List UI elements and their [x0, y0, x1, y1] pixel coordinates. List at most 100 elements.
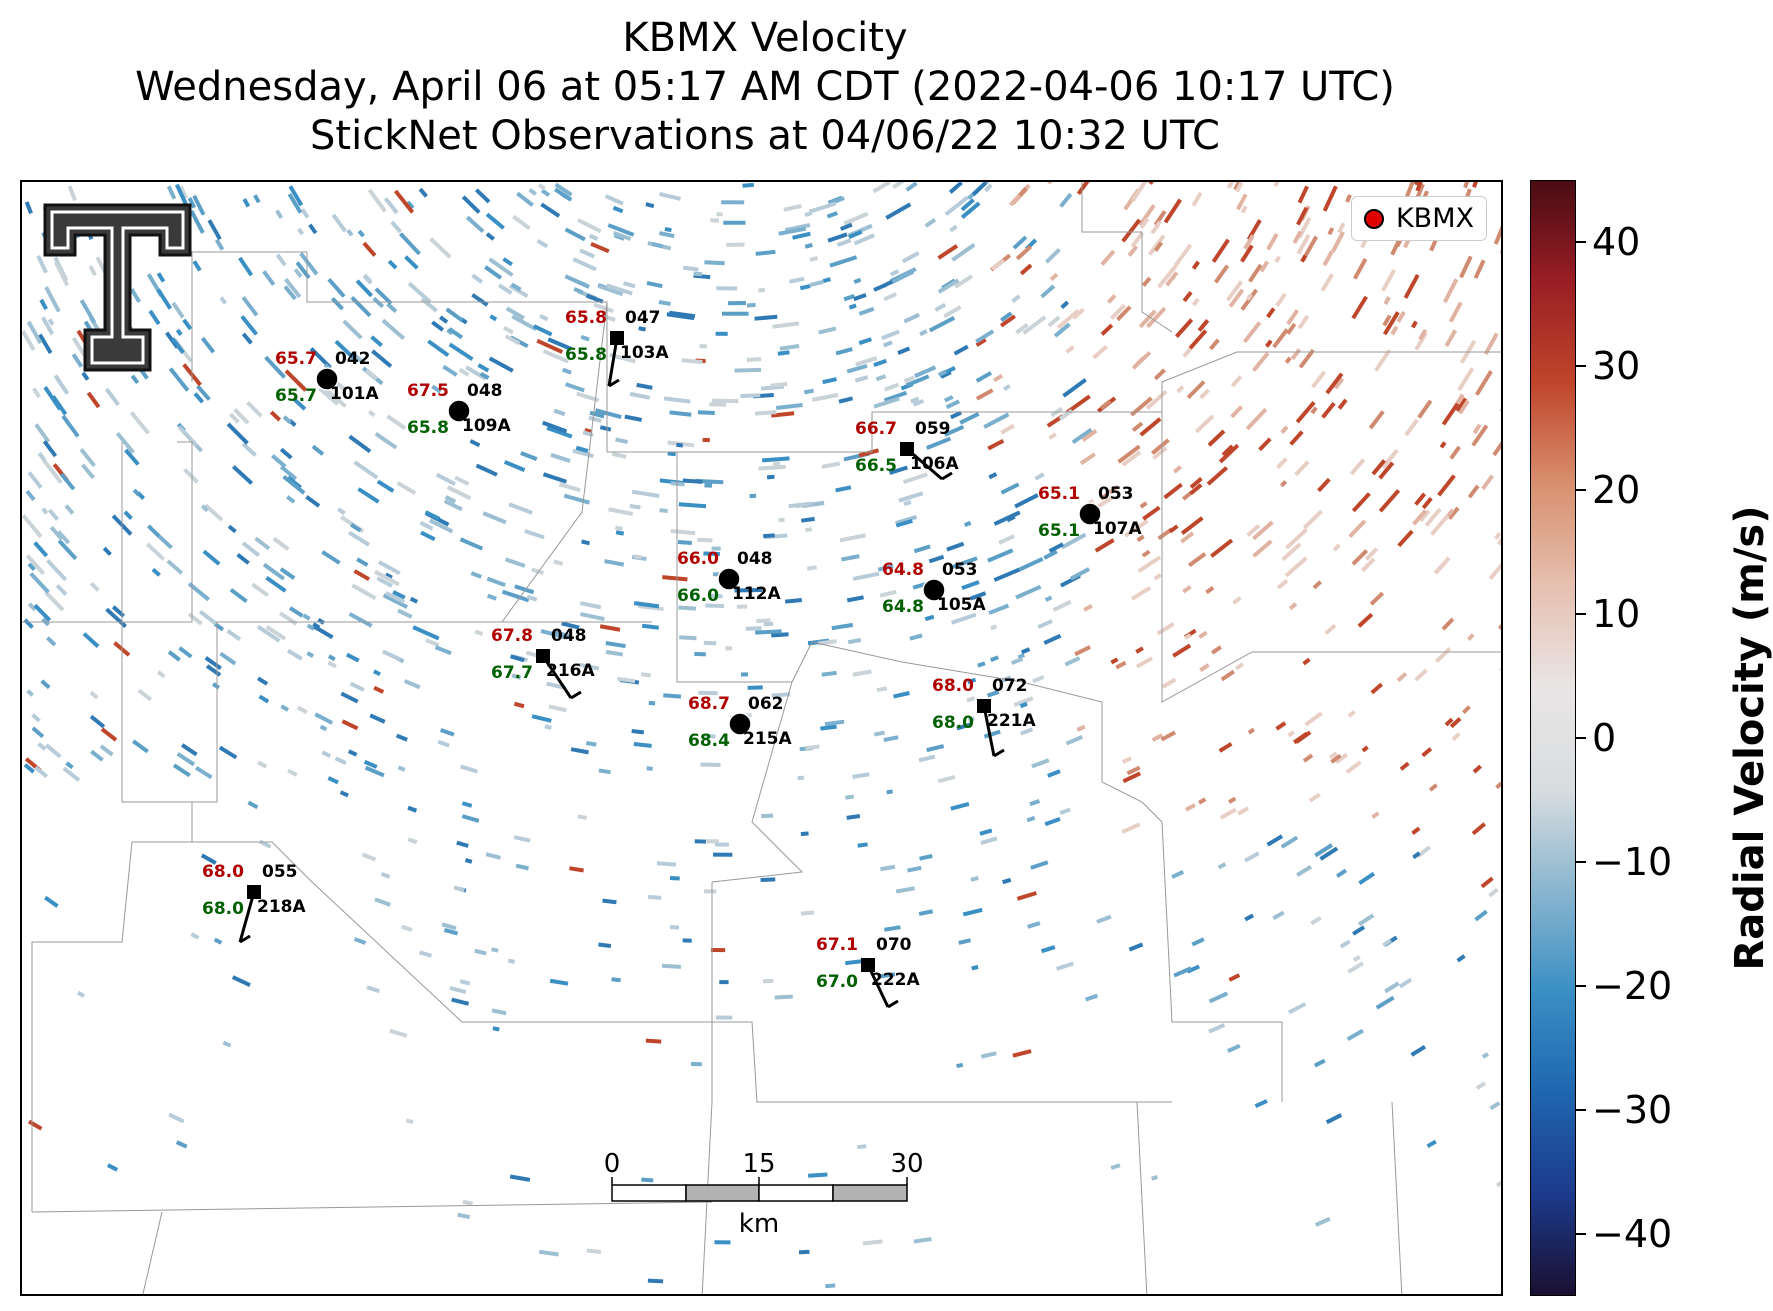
station-dewpoint: 67.7: [491, 663, 533, 683]
chart-subtitle-obs: StickNet Observations at 04/06/22 10:32 …: [310, 113, 1220, 159]
station-id: 109A: [462, 416, 511, 436]
station-221A[interactable]: 68.0 072 68.0 221A: [932, 676, 1036, 758]
wind-barb-flag: [887, 999, 899, 1009]
station-marker-square: [247, 885, 261, 899]
colorbar-tick-label: −40: [1592, 1212, 1673, 1256]
scale-bar: 0 15 30 km: [604, 1149, 924, 1239]
scale-segment-1: [611, 1184, 687, 1202]
station-temperature: 65.8: [565, 308, 607, 328]
station-marker-circle: [1078, 502, 1102, 526]
station-101A[interactable]: 65.7 042 65.7 101A: [275, 349, 379, 406]
station-marker-square: [900, 442, 914, 456]
station-temperature: 65.7: [275, 349, 317, 369]
station-id: 222A: [871, 970, 920, 990]
scale-tick-0: 0: [604, 1149, 621, 1179]
station-215A[interactable]: 68.7 062 68.4 215A: [688, 694, 792, 751]
scale-segment-3: [758, 1184, 834, 1202]
scale-segment-2: [685, 1184, 760, 1202]
colorbar-tick: [1576, 985, 1586, 987]
wind-barb-flag: [239, 934, 251, 944]
chart-title: KBMX Velocity: [622, 15, 908, 61]
station-107A[interactable]: 65.1 053 65.1 107A: [1038, 484, 1142, 541]
station-marker-square: [977, 699, 991, 713]
colorbar-tick-label: 40: [1592, 220, 1641, 264]
station-temperature: 65.1: [1038, 484, 1080, 504]
wind-barb: [238, 891, 256, 943]
colorbar-tick-label: −20: [1592, 964, 1673, 1008]
station-temperature: 66.0: [677, 549, 719, 569]
texas-tech-logo: [43, 203, 192, 372]
station-temperature: 68.7: [688, 694, 730, 714]
colorbar-tick: [1576, 1233, 1586, 1235]
station-wind-direction: 062: [748, 694, 784, 714]
station-dewpoint: 68.0: [202, 899, 244, 919]
colorbar-tick-label: −30: [1592, 1088, 1673, 1132]
station-wind-direction: 053: [942, 560, 978, 580]
station-dewpoint: 65.8: [407, 418, 449, 438]
station-id: 103A: [620, 343, 669, 363]
wind-barb-flag: [608, 378, 620, 388]
station-temperature: 67.1: [816, 935, 858, 955]
station-marker-square: [536, 649, 550, 663]
colorbar-tick-label: 10: [1592, 592, 1641, 636]
station-temperature: 64.8: [882, 560, 924, 580]
station-216A[interactable]: 67.8 048 67.7 216A: [491, 626, 595, 700]
station-105A[interactable]: 64.8 053 64.8 105A: [882, 560, 986, 617]
station-id: 112A: [732, 584, 781, 604]
colorbar-tick-label: −10: [1592, 840, 1673, 884]
scale-segment-4: [832, 1184, 908, 1202]
station-wind-direction: 048: [737, 549, 773, 569]
station-marker-circle: [728, 712, 752, 736]
chart-subtitle-time: Wednesday, April 06 at 05:17 AM CDT (202…: [135, 64, 1395, 110]
station-marker-circle: [717, 567, 741, 591]
colorbar-tick: [1576, 489, 1586, 491]
station-temperature: 67.5: [407, 381, 449, 401]
station-temperature: 67.8: [491, 626, 533, 646]
map-legend: KBMX: [1350, 196, 1487, 241]
colorbar-tick: [1576, 365, 1586, 367]
station-wind-direction: 053: [1098, 484, 1134, 504]
station-dewpoint: 67.0: [816, 972, 858, 992]
station-dewpoint: 66.5: [855, 456, 897, 476]
colorbar-title: Radial Velocity (m/s): [1727, 505, 1773, 971]
wind-barb-flag: [570, 690, 582, 700]
radar-site-marker: [1363, 208, 1384, 229]
station-wind-direction: 047: [625, 308, 661, 328]
station-wind-direction: 055: [262, 862, 298, 882]
colorbar-tick: [1576, 241, 1586, 243]
station-222A[interactable]: 67.1 070 67.0 222A: [816, 935, 920, 1009]
station-id: 215A: [743, 729, 792, 749]
station-wind-direction: 070: [876, 935, 912, 955]
station-temperature: 68.0: [932, 676, 974, 696]
scale-tick-15: 15: [742, 1149, 775, 1179]
station-218A[interactable]: 68.0 055 68.0 218A: [202, 862, 306, 944]
colorbar: [1530, 180, 1576, 1296]
station-id: 107A: [1093, 519, 1142, 539]
wind-barb-flag: [941, 471, 953, 481]
station-marker-circle: [922, 578, 946, 602]
colorbar-tick: [1576, 613, 1586, 615]
station-dewpoint: 65.8: [565, 345, 607, 365]
radar-map[interactable]: 65.7 042 65.7 101A 67.5 048 65.8 109A 65.8 047 65.…: [20, 180, 1503, 1296]
station-id: 106A: [910, 454, 959, 474]
station-103A[interactable]: 65.8 047 65.8 103A: [565, 308, 669, 388]
station-112A[interactable]: 66.0 048 66.0 112A: [677, 549, 781, 606]
station-dewpoint: 68.4: [688, 731, 730, 751]
station-dewpoint: 66.0: [677, 586, 719, 606]
station-wind-direction: 072: [992, 676, 1028, 696]
wind-barb: [607, 337, 619, 387]
station-106A[interactable]: 66.7 059 66.5 106A: [855, 419, 959, 481]
station-id: 216A: [546, 661, 595, 681]
legend-label: KBMX: [1395, 203, 1474, 234]
scale-unit: km: [739, 1209, 779, 1239]
station-temperature: 66.7: [855, 419, 897, 439]
station-109A[interactable]: 67.5 048 65.8 109A: [407, 381, 511, 438]
station-marker-square: [861, 958, 875, 972]
wind-barb: [982, 705, 996, 757]
colorbar-tick: [1576, 737, 1586, 739]
colorbar-tick: [1576, 861, 1586, 863]
station-id: 218A: [257, 897, 306, 917]
colorbar-tick-label: 20: [1592, 468, 1641, 512]
